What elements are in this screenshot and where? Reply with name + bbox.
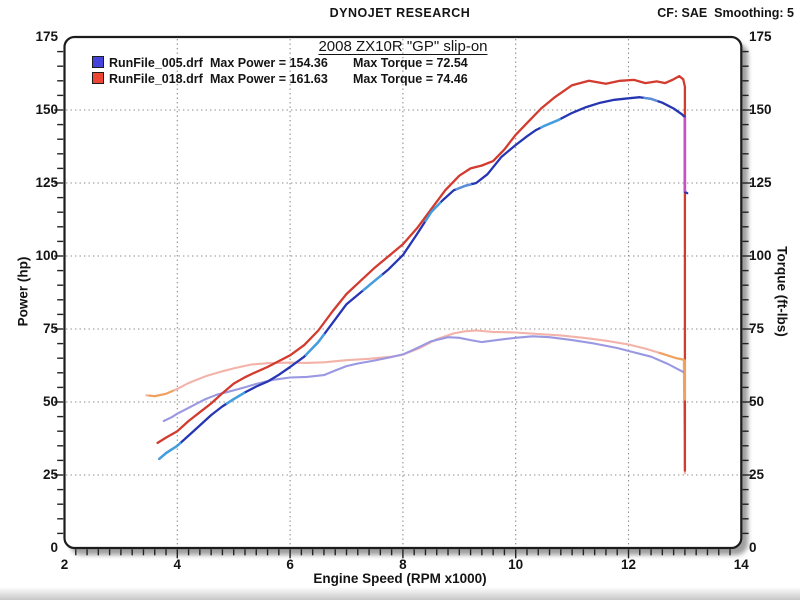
curve-color-segment	[455, 183, 472, 191]
rpm-axis-tick-label: 6	[286, 557, 294, 572]
legend: RunFile_005.drf Max Power = 154.36 Max Tor…	[92, 56, 468, 87]
legend-row-runfile018: RunFile_018.drf Max Power = 161.63 Max Tor…	[92, 71, 468, 88]
rpm-axis-tick-label: 10	[508, 557, 524, 572]
legend-max-torque: Max Torque = 74.46	[353, 71, 468, 86]
curve-color-segment	[539, 118, 561, 129]
curve-color-segment	[658, 351, 685, 361]
power-axis-tick-label: 150	[35, 102, 58, 117]
curve-color-segment	[304, 333, 326, 357]
rpm-axis-tick-label: 4	[173, 557, 182, 572]
legend-swatch-blue	[92, 56, 104, 68]
power-axis-tick-label: 100	[35, 248, 58, 263]
curve-color-segment	[225, 391, 246, 405]
torque-axis-tick-label: 175	[749, 29, 772, 44]
curve-color-segment	[424, 201, 442, 223]
torque-axis-tick-label: 150	[749, 102, 772, 117]
legend-max-power: Max Power = 161.63	[210, 71, 328, 86]
legend-max-power: Max Power = 154.36	[210, 56, 328, 70]
curve-color-segment	[148, 389, 174, 398]
legend-swatch-red	[92, 71, 104, 84]
power-curve-runfile-018-drf	[156, 74, 687, 472]
power-axis-tick-label: 75	[42, 321, 58, 336]
torque-axis-tick-label: 100	[749, 248, 772, 263]
rpm-axis-tick-label: 2	[60, 557, 69, 572]
plot-area	[64, 37, 742, 548]
torque-axis-tick-label: 75	[749, 321, 765, 336]
rpm-axis-tick-label: 12	[620, 557, 637, 572]
torque-axis-tick-label: 0	[749, 540, 757, 555]
curve-color-segment	[362, 274, 383, 292]
power-axis-tick-label: 50	[42, 394, 58, 409]
legend-max-torque: Max Torque = 72.54	[353, 56, 468, 70]
legend-row-runfile005: RunFile_005.drf Max Power = 154.36 Max Tor…	[92, 56, 468, 72]
torque-axis-tick-label: 50	[749, 394, 765, 409]
torque-axis-tick-label: 25	[749, 467, 765, 482]
axis-ticks	[54, 50, 752, 559]
rpm-axis-tick-label: 8	[399, 557, 407, 572]
torque-axis-tick-label: 125	[749, 175, 772, 190]
power-axis-tick-label: 0	[50, 540, 58, 555]
rpm-axis-tick-label: 14	[733, 557, 749, 572]
engine-speed-axis-title: Engine Speed (RPM x1000)	[313, 571, 487, 586]
curve-color-segment	[158, 442, 182, 461]
power-axis-tick-label: 125	[35, 175, 58, 190]
power-axis-tick-label: 25	[42, 467, 58, 482]
chart-title: 2008 ZX10R "GP" slip-on	[318, 38, 488, 55]
plot-border	[63, 35, 743, 550]
legend-file-name: RunFile_005.drf	[109, 56, 203, 70]
power-axis-tick-label: 175	[35, 29, 58, 44]
legend-file-name: RunFile_018.drf	[109, 71, 203, 86]
correction-smoothing-label: CF: SAE Smoothing: 5	[657, 6, 794, 20]
brand-header: DYNOJET RESEARCH	[329, 6, 471, 20]
curve-color-segment	[643, 96, 658, 102]
scan-edge-shading	[0, 587, 800, 600]
